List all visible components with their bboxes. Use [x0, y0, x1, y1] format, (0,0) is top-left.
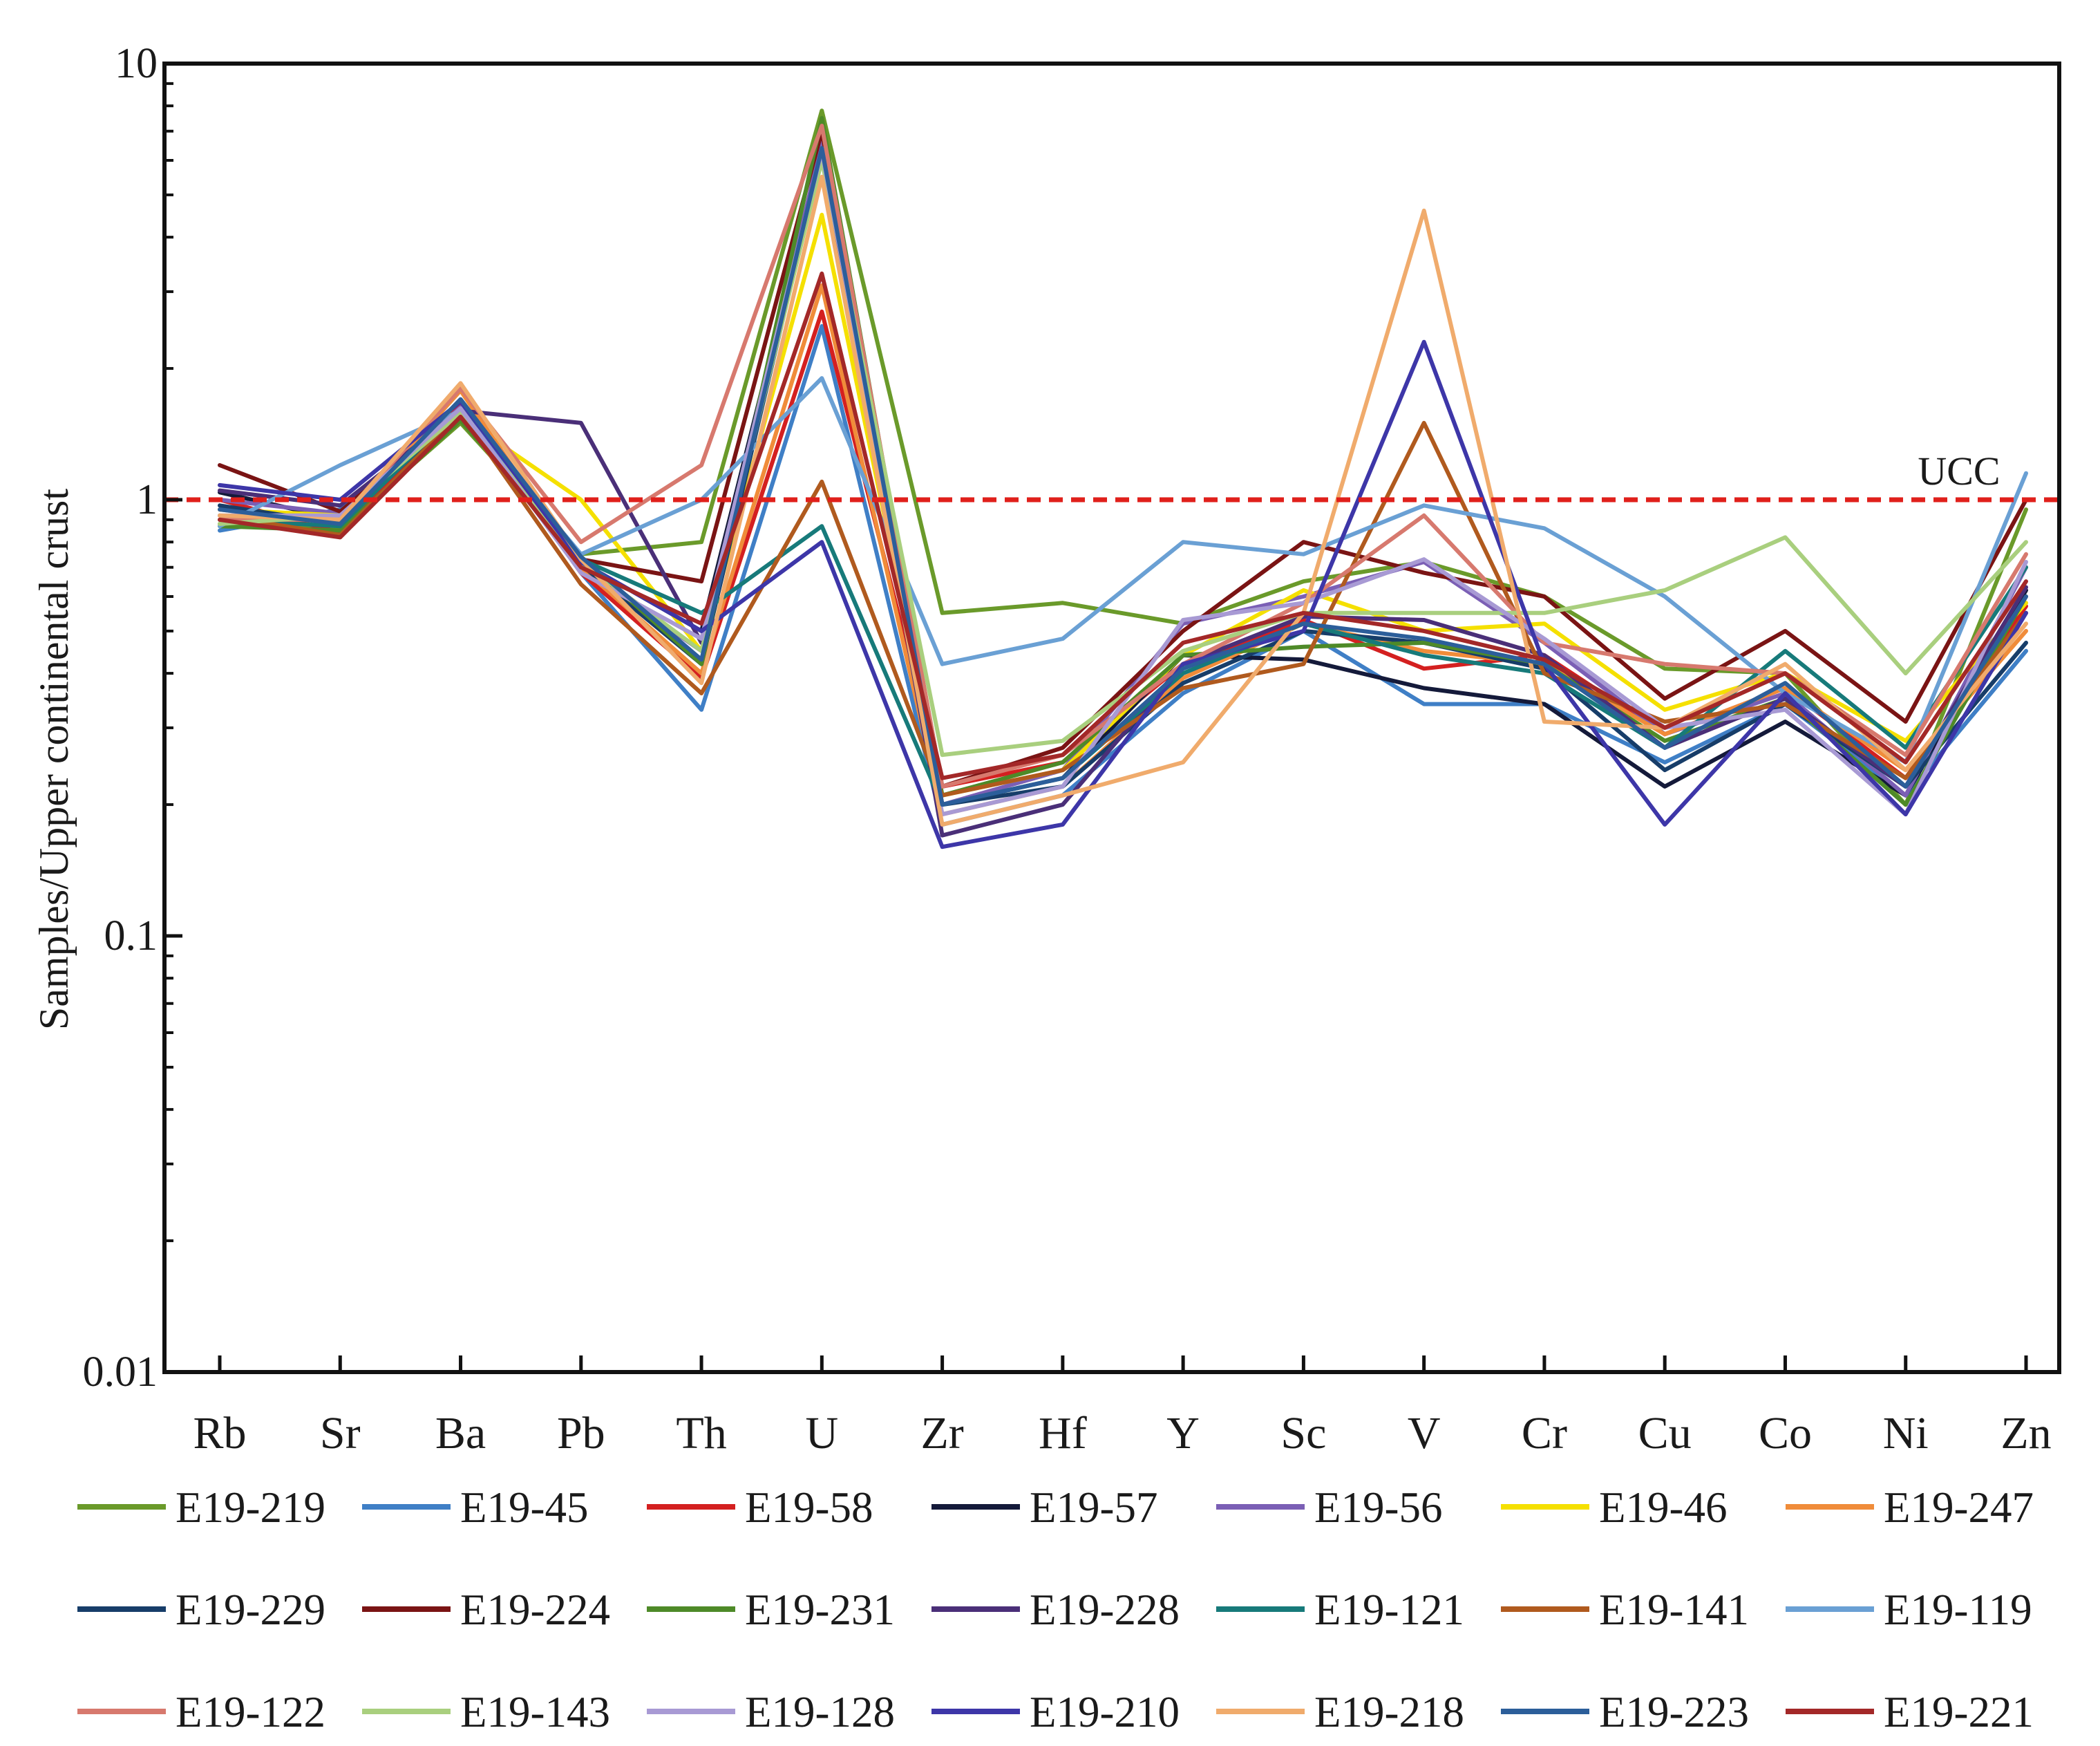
- plot-frame: [162, 62, 2061, 1374]
- series-line-e19-46: [218, 212, 2028, 798]
- legend-item-e19-219: E19-219: [77, 1483, 325, 1532]
- legend-label: E19-46: [1599, 1483, 1727, 1532]
- x-tick-label-ba: Ba: [435, 1408, 486, 1458]
- x-tick-label-zn: Zn: [2000, 1408, 2051, 1458]
- x-tick-label-cu: Cu: [1638, 1408, 1692, 1458]
- series-line-e19-228: [218, 155, 2028, 838]
- x-tick-label-th: Th: [676, 1408, 726, 1458]
- legend-item-e19-56: E19-56: [1216, 1483, 1442, 1532]
- series-layer: [218, 109, 2028, 849]
- legend-label: E19-228: [1030, 1586, 1180, 1634]
- legend-label: E19-141: [1599, 1586, 1749, 1634]
- series-line-e19-221: [218, 271, 2028, 780]
- legend-item-e19-228: E19-228: [931, 1586, 1180, 1634]
- legend-item-e19-247: E19-247: [1786, 1483, 2034, 1532]
- legend: E19-219 E19-45 E19-58 E19-57 E19-56 E19-46 E19…: [77, 1483, 2034, 1736]
- series-line-e19-223: [218, 146, 2028, 807]
- x-tick-label-zr: Zr: [920, 1408, 963, 1458]
- axes-layer: 10 1 0.1 0.01 Samples/Upper continental crus…: [31, 40, 2061, 1458]
- y-tick-label: 10: [115, 40, 158, 87]
- legend-label: E19-223: [1599, 1688, 1749, 1736]
- legend-label: E19-224: [460, 1586, 610, 1634]
- legend-item-e19-121: E19-121: [1216, 1586, 1464, 1634]
- legend-label: E19-57: [1030, 1483, 1157, 1532]
- legend-item-e19-218: E19-218: [1216, 1688, 1464, 1736]
- legend-label: E19-218: [1314, 1688, 1464, 1736]
- x-tick-label-u: U: [805, 1408, 838, 1458]
- ucc-label: UCC: [1918, 449, 2000, 494]
- legend-label: E19-128: [745, 1688, 895, 1736]
- legend-label: E19-231: [745, 1586, 895, 1634]
- y-tick-label: 1: [136, 476, 158, 523]
- legend-label: E19-219: [176, 1483, 325, 1532]
- legend-label: E19-121: [1314, 1586, 1464, 1634]
- legend-item-e19-143: E19-143: [362, 1688, 610, 1736]
- legend-label: E19-247: [1884, 1483, 2034, 1532]
- x-tick-label-cr: Cr: [1522, 1408, 1567, 1458]
- legend-item-e19-231: E19-231: [647, 1586, 895, 1634]
- legend-label: E19-143: [460, 1688, 610, 1736]
- legend-label: E19-45: [460, 1483, 588, 1532]
- x-tick-label-v: V: [1408, 1408, 1441, 1458]
- x-tick-label-hf: Hf: [1039, 1408, 1087, 1458]
- legend-item-e19-45: E19-45: [362, 1483, 588, 1532]
- legend-label: E19-122: [176, 1688, 325, 1736]
- legend-item-e19-221: E19-221: [1786, 1688, 2034, 1736]
- y-axis-title: Samples/Upper continental crust: [31, 489, 77, 1030]
- legend-label: E19-58: [745, 1483, 873, 1532]
- legend-item-e19-122: E19-122: [77, 1688, 325, 1736]
- legend-label: E19-210: [1030, 1688, 1180, 1736]
- legend-label: E19-119: [1884, 1586, 2032, 1634]
- series-line-e19-218: [218, 174, 2028, 827]
- x-tick-label-sr: Sr: [320, 1408, 361, 1458]
- legend-item-e19-57: E19-57: [931, 1483, 1157, 1532]
- legend-label: E19-56: [1314, 1483, 1442, 1532]
- legend-item-e19-46: E19-46: [1501, 1483, 1727, 1532]
- x-tick-label-ni: Ni: [1883, 1408, 1929, 1458]
- legend-item-e19-224: E19-224: [362, 1586, 610, 1634]
- x-tick-label-y: Y: [1166, 1408, 1200, 1458]
- legend-item-e19-229: E19-229: [77, 1586, 325, 1634]
- legend-item-e19-58: E19-58: [647, 1483, 873, 1532]
- legend-item-e19-223: E19-223: [1501, 1688, 1749, 1736]
- legend-item-e19-128: E19-128: [647, 1688, 895, 1736]
- y-tick-label: 0.01: [83, 1349, 158, 1396]
- x-tick-label-rb: Rb: [193, 1408, 246, 1458]
- legend-item-e19-141: E19-141: [1501, 1586, 1749, 1634]
- x-tick-label-pb: Pb: [557, 1408, 605, 1458]
- y-tick-label: 0.1: [104, 912, 158, 959]
- series-line-e19-210: [218, 339, 2028, 849]
- series-line-e19-122: [218, 124, 2028, 789]
- reference-layer: UCC: [164, 449, 2059, 503]
- legend-label: E19-221: [1884, 1688, 2034, 1736]
- x-tick-label-sc: Sc: [1280, 1408, 1326, 1458]
- legend-item-e19-119: E19-119: [1786, 1586, 2032, 1634]
- x-tick-label-co: Co: [1759, 1408, 1812, 1458]
- legend-label: E19-229: [176, 1586, 325, 1634]
- legend-item-e19-210: E19-210: [931, 1688, 1180, 1736]
